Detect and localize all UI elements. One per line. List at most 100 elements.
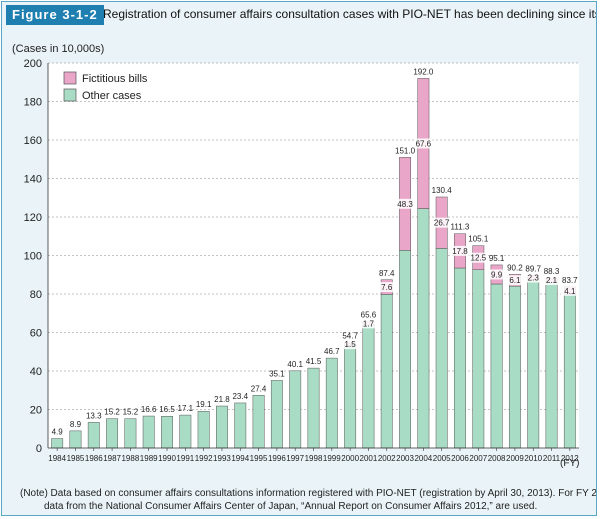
total-value-label: 27.4 bbox=[251, 384, 267, 393]
bar-other-cases bbox=[563, 294, 576, 449]
fictitious-value-label: 7.6 bbox=[381, 283, 393, 292]
x-tick-label: 2010 bbox=[524, 454, 542, 463]
bar-other-cases bbox=[51, 438, 64, 449]
total-value-label: 35.1 bbox=[269, 369, 285, 378]
bar-other-cases bbox=[87, 422, 100, 449]
total-value-label: 4.9 bbox=[52, 428, 64, 437]
fictitious-label-bg bbox=[341, 339, 360, 350]
x-tick-label: 1987 bbox=[103, 454, 121, 463]
x-tick-label: 1990 bbox=[158, 454, 176, 463]
bar-other-cases bbox=[216, 405, 228, 449]
bar-other-cases bbox=[527, 279, 540, 449]
x-tick-label: 2005 bbox=[433, 454, 451, 463]
fictitious-label-bg bbox=[560, 285, 579, 296]
x-tick-label: 1988 bbox=[121, 454, 139, 463]
fictitious-label-bg bbox=[359, 318, 378, 329]
y-axis-label: (Cases in 10,000s) bbox=[12, 43, 104, 55]
y-tick-label: 160 bbox=[24, 135, 42, 147]
total-value-label: 41.5 bbox=[306, 357, 322, 366]
bar-other-cases bbox=[344, 345, 357, 449]
legend-swatch-fictitious bbox=[63, 71, 77, 85]
legend-label-other: Other cases bbox=[82, 90, 142, 102]
fictitious-value-label: 17.8 bbox=[452, 247, 468, 256]
total-value-label: 54.7 bbox=[342, 332, 358, 341]
y-tick-label: 140 bbox=[24, 174, 42, 186]
x-tick-label: 1985 bbox=[67, 454, 85, 463]
x-tick-label: 2011 bbox=[543, 454, 561, 463]
x-tick-label: 1997 bbox=[286, 454, 304, 463]
fictitious-label-bg bbox=[450, 245, 469, 256]
figure-title: Registration of consumer affairs consult… bbox=[103, 7, 596, 21]
x-tick-label: 2006 bbox=[451, 454, 469, 463]
fictitious-value-label: 67.6 bbox=[416, 139, 432, 148]
bar-other-cases bbox=[270, 380, 283, 449]
bar-other-cases bbox=[325, 357, 338, 449]
x-tick-label: 1986 bbox=[85, 454, 103, 463]
fictitious-value-label: 2.1 bbox=[546, 276, 558, 285]
fictitious-value-label: 26.7 bbox=[434, 219, 450, 228]
fictitious-label-bg bbox=[524, 272, 543, 283]
legend-label-fictitious: Fictitious bills bbox=[82, 73, 148, 85]
figure-header: Figure 3-1-2 Registration of consumer af… bbox=[2, 2, 596, 28]
x-tick-label: 2000 bbox=[341, 454, 359, 463]
total-value-label: 40.1 bbox=[287, 360, 303, 369]
legend-swatch-other bbox=[63, 88, 77, 102]
x-tick-label: 2008 bbox=[488, 454, 506, 463]
y-tick-label: 180 bbox=[24, 97, 42, 109]
bar-other-cases bbox=[124, 418, 137, 449]
y-tick-label: 40 bbox=[30, 366, 42, 378]
bar-other-cases bbox=[179, 414, 192, 449]
total-value-label: 192.0 bbox=[413, 67, 434, 76]
x-tick-label: 1992 bbox=[195, 454, 213, 463]
bar-other-cases bbox=[435, 248, 448, 449]
x-axis-label: (FY) bbox=[560, 458, 579, 469]
y-tick-label: 100 bbox=[24, 251, 42, 263]
total-value-label: 90.2 bbox=[507, 263, 523, 272]
data-labels: 4.98.913.3 15.2 15.2 16.6 16.5 17.1 19.121.8 23… bbox=[52, 67, 579, 437]
x-tick-label: 2002 bbox=[378, 454, 396, 463]
figure-label: Figure 3-1-2 bbox=[6, 5, 104, 25]
x-tick-label: 1996 bbox=[268, 454, 286, 463]
total-value-label: 16.5 bbox=[159, 405, 175, 414]
total-value-label: 23.4 bbox=[232, 392, 248, 401]
total-value-label: 16.6 bbox=[141, 405, 157, 414]
total-value-label: 105.1 bbox=[468, 235, 489, 244]
x-tick-label: 2003 bbox=[396, 454, 414, 463]
total-value-label: 87.4 bbox=[379, 269, 395, 278]
x-tick-label: 1994 bbox=[231, 454, 249, 463]
total-value-label: 15.2 bbox=[123, 408, 139, 417]
total-value-label: 95.1 bbox=[489, 254, 505, 263]
bar-other-cases bbox=[289, 370, 302, 449]
fictitious-value-label: 4.1 bbox=[564, 287, 576, 296]
y-tick-label: 120 bbox=[24, 212, 42, 224]
x-tick-label: 2007 bbox=[469, 454, 487, 463]
total-value-label: 65.6 bbox=[361, 311, 377, 320]
fictitious-value-label: 1.7 bbox=[363, 319, 375, 328]
total-value-label: 19.1 bbox=[196, 400, 212, 409]
total-value-label: 151.0 bbox=[395, 146, 416, 155]
total-value-label: 83.7 bbox=[562, 276, 578, 285]
bar-other-cases bbox=[454, 267, 466, 449]
y-tick-label: 0 bbox=[36, 443, 42, 455]
x-tick-label: 1993 bbox=[213, 454, 231, 463]
legend: Fictitious bills Other cases bbox=[63, 71, 148, 102]
bar-other-cases bbox=[161, 415, 173, 449]
bar-other-cases bbox=[399, 250, 411, 449]
x-tick-label: 2001 bbox=[360, 454, 378, 463]
bar-other-cases bbox=[380, 294, 393, 449]
bar-other-cases bbox=[472, 269, 485, 449]
x-tick-label: 1984 bbox=[48, 454, 66, 463]
x-tick-label: 1998 bbox=[305, 454, 323, 463]
fictitious-value-label: 12.5 bbox=[471, 254, 487, 263]
y-tick-label: 80 bbox=[30, 289, 42, 301]
x-tick-label: 2004 bbox=[414, 454, 432, 463]
bar-other-cases bbox=[362, 324, 375, 449]
bar-other-cases bbox=[508, 285, 521, 449]
total-value-label: 15.2 bbox=[104, 408, 120, 417]
x-tick-label: 1995 bbox=[250, 454, 268, 463]
bar-other-cases bbox=[197, 410, 210, 449]
fictitious-label-bg bbox=[396, 198, 415, 209]
x-tick-label: 1991 bbox=[176, 454, 194, 463]
